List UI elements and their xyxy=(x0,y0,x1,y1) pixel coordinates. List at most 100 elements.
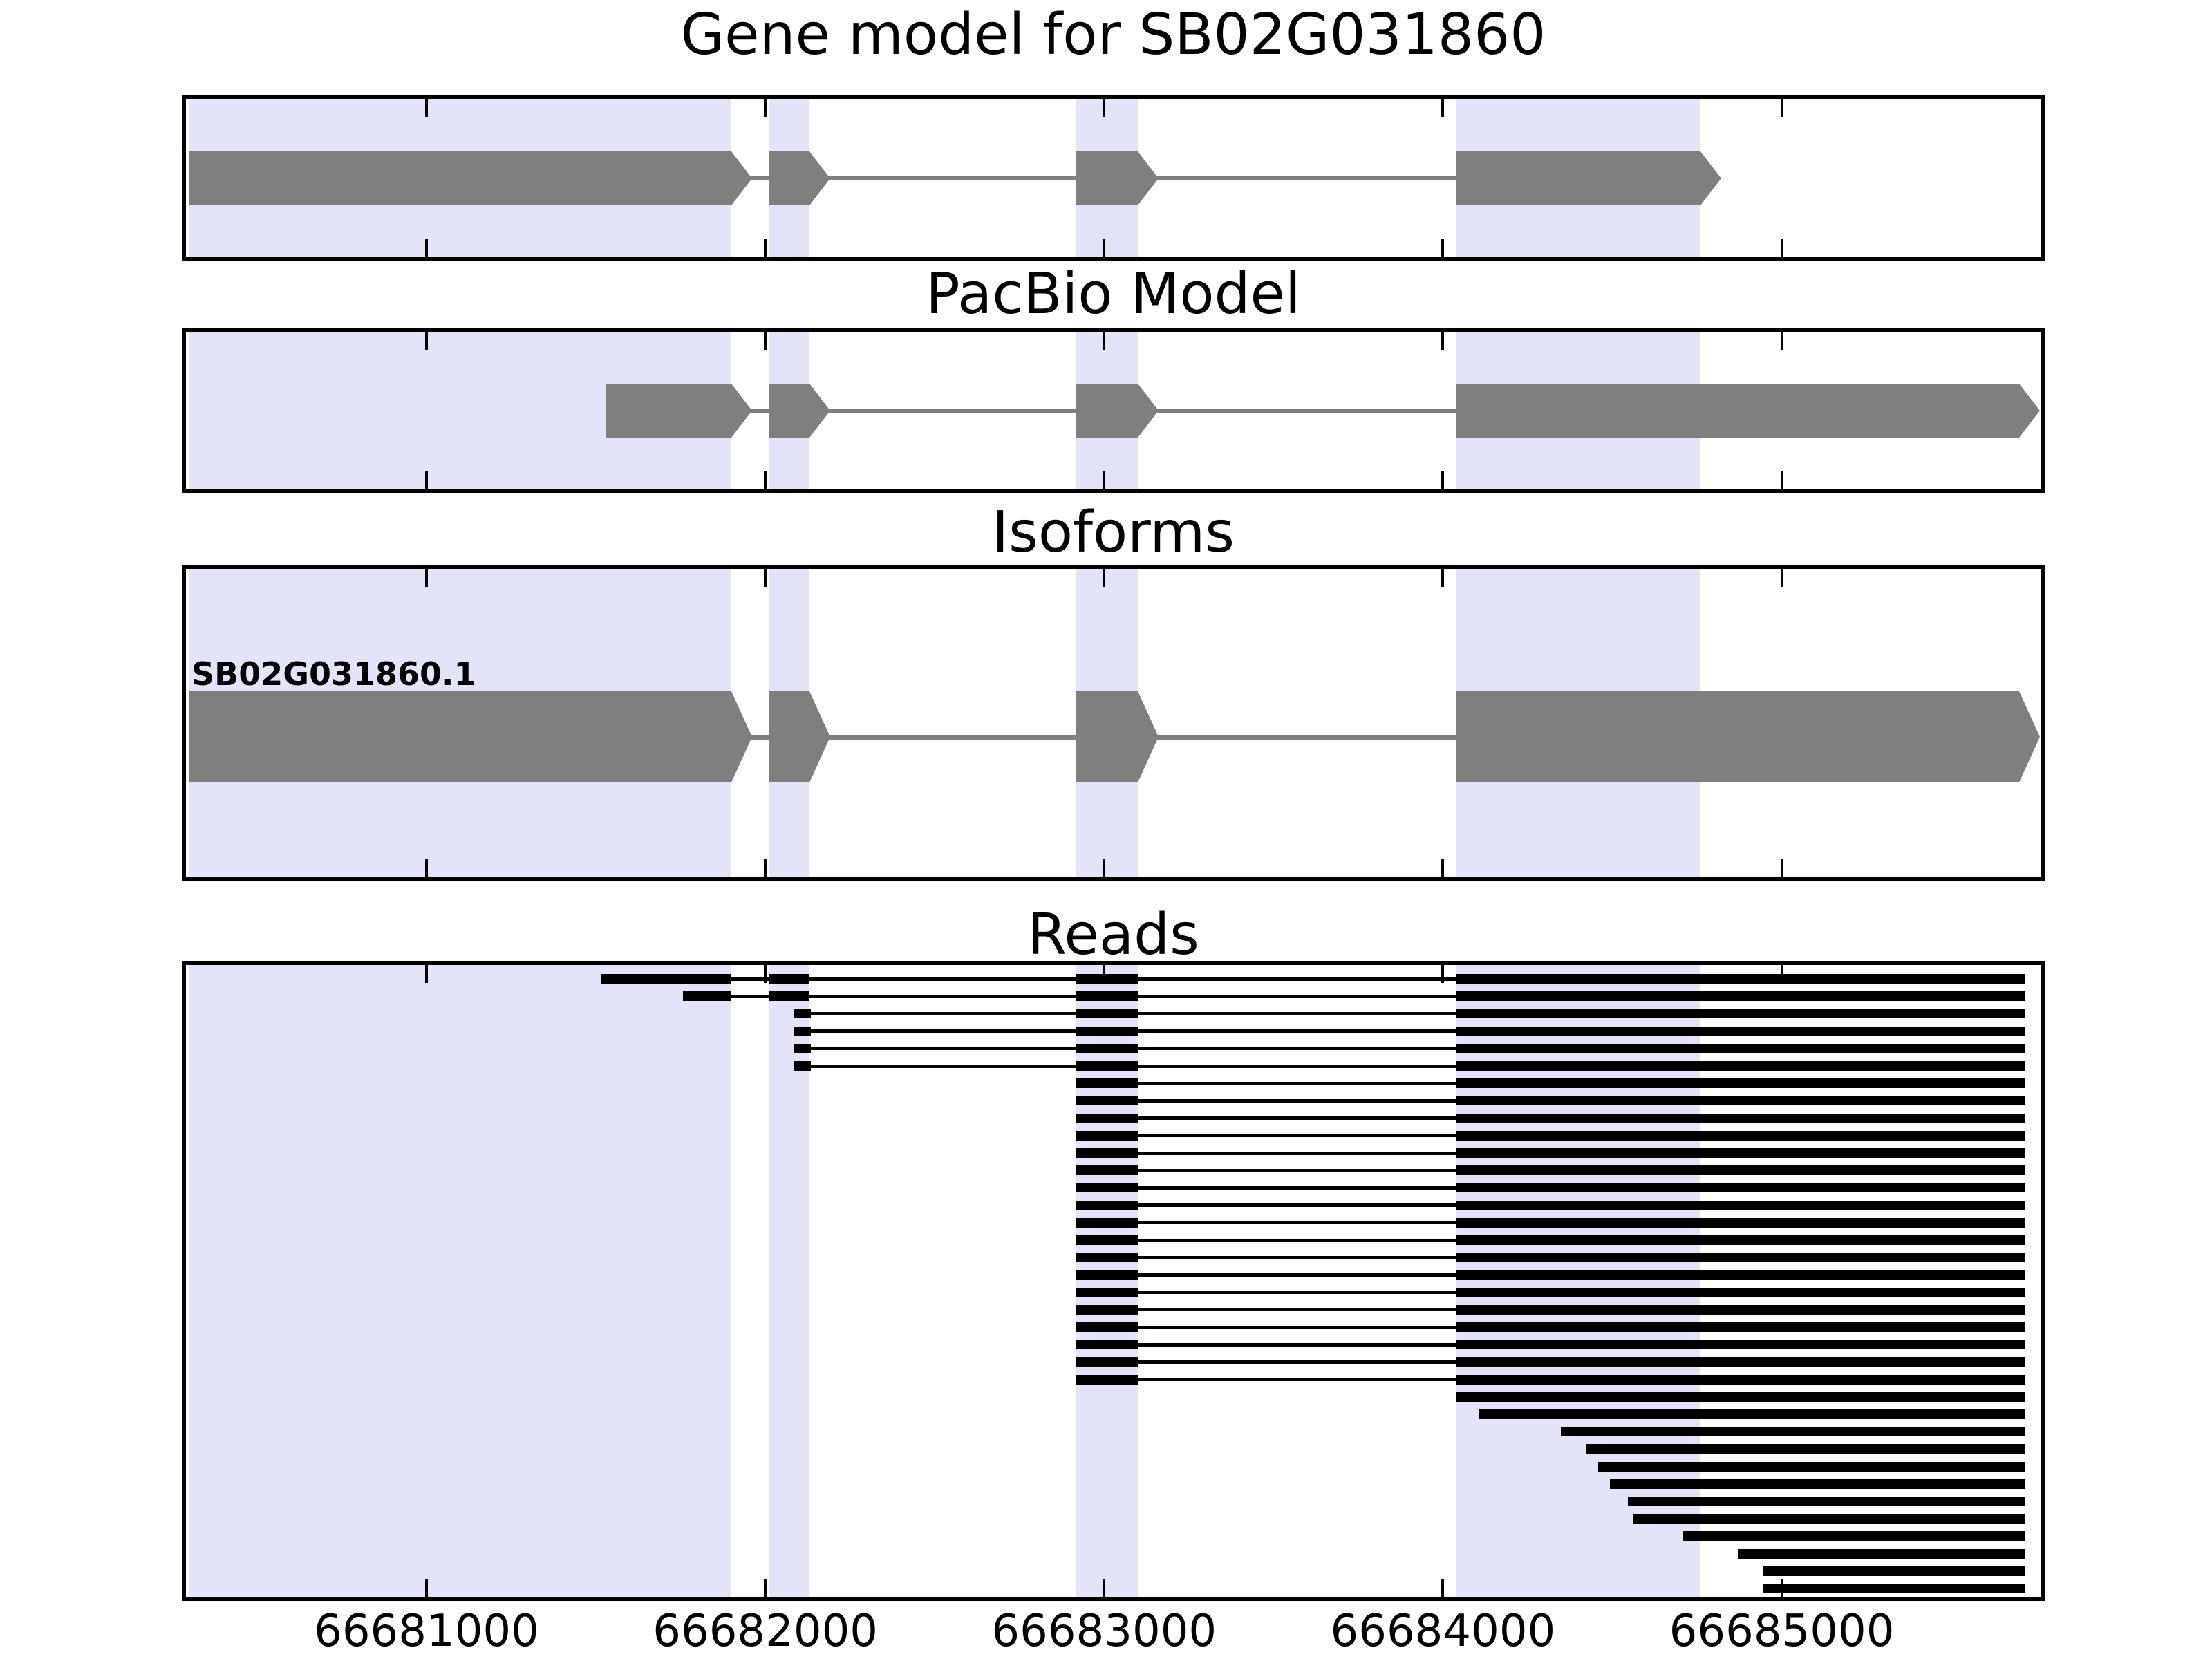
read-exon xyxy=(1076,1340,1138,1350)
read-exon xyxy=(1076,1322,1138,1332)
axis-tick xyxy=(1780,965,1783,983)
read-intron-line xyxy=(1138,1203,1456,1208)
read-intron-line xyxy=(1138,1273,1456,1277)
read-exon xyxy=(1628,1497,2026,1506)
read-exon xyxy=(1076,1304,1138,1315)
read-exon xyxy=(1455,1322,2026,1332)
read-exon xyxy=(1455,1340,2026,1350)
read-exon xyxy=(1455,1026,2026,1036)
x-tick-label: 66682000 xyxy=(653,1606,878,1657)
exon-arrow-tip xyxy=(1138,151,1159,205)
read-intron-line xyxy=(1138,1011,1456,1015)
read-intron-line xyxy=(1138,1098,1456,1103)
axis-tick xyxy=(764,569,767,587)
read-intron-line xyxy=(1138,977,1456,981)
exon-arrow-tip xyxy=(2018,384,2040,438)
read-exon xyxy=(1076,1113,1138,1123)
axis-tick xyxy=(1103,965,1106,983)
read-exon xyxy=(1076,1270,1138,1280)
read-exon xyxy=(769,991,809,1002)
reads-title: Reads xyxy=(1027,902,1199,968)
axis-tick xyxy=(424,965,428,983)
exon-arrow-tip xyxy=(731,691,753,782)
x-tick-label: 66683000 xyxy=(991,1606,1217,1657)
highlight-band xyxy=(1076,965,1138,1597)
exon-shape xyxy=(1076,691,1138,782)
axis-tick xyxy=(764,99,767,117)
axis-tick xyxy=(1780,471,1783,489)
exon-shape xyxy=(769,151,809,205)
axis-tick xyxy=(1103,569,1106,587)
read-intron-line xyxy=(1138,1185,1456,1190)
read-exon xyxy=(1456,1391,2026,1402)
read-intron-line xyxy=(811,1064,1076,1068)
axis-tick xyxy=(1103,99,1106,117)
read-exon xyxy=(1455,974,2026,984)
read-intron-line xyxy=(1138,1360,1456,1364)
read-exon xyxy=(1076,1374,1138,1385)
read-intron-line xyxy=(811,1011,1076,1015)
exon-arrow-tip xyxy=(731,384,753,438)
read-exon xyxy=(682,991,732,1002)
read-exon xyxy=(1455,1270,2026,1280)
panel-gene-model xyxy=(182,95,2045,261)
read-exon xyxy=(1076,1078,1138,1089)
exon-arrow-tip xyxy=(1138,691,1159,782)
read-exon xyxy=(1076,1009,1138,1019)
read-intron-line xyxy=(809,994,1076,998)
axis-tick xyxy=(1441,859,1445,877)
read-exon xyxy=(1076,1217,1138,1228)
read-exon xyxy=(1455,1043,2026,1053)
axis-tick xyxy=(424,99,428,117)
read-exon xyxy=(1455,1009,2026,1019)
read-exon xyxy=(1455,1357,2026,1367)
read-intron-line xyxy=(1138,1342,1456,1347)
read-intron-line xyxy=(1138,1221,1456,1225)
read-exon xyxy=(1076,974,1138,984)
axis-tick xyxy=(424,1579,428,1597)
read-exon xyxy=(1076,1043,1138,1053)
read-intron-line xyxy=(1138,1047,1456,1051)
isoforms-title: Isoforms xyxy=(992,500,1235,565)
exon-shape xyxy=(189,691,732,782)
read-intron-line xyxy=(1138,1168,1456,1172)
read-exon xyxy=(1455,1374,2026,1385)
read-intron-line xyxy=(1138,1151,1456,1155)
panel-isoforms: SB02G031860.1 xyxy=(182,565,2045,881)
read-intron-line xyxy=(809,977,1076,981)
axis-tick xyxy=(1780,569,1783,587)
highlight-band xyxy=(189,965,732,1597)
read-intron-line xyxy=(1138,1308,1456,1312)
axis-tick xyxy=(1780,859,1783,877)
exon-arrow-tip xyxy=(809,151,830,205)
axis-tick xyxy=(1780,332,1783,350)
axis-tick xyxy=(1441,569,1445,587)
read-exon xyxy=(1610,1479,2026,1489)
read-exon xyxy=(1076,1253,1138,1263)
exon-shape xyxy=(1455,691,2019,782)
read-exon xyxy=(1633,1514,2026,1524)
read-intron-line xyxy=(1138,1238,1456,1242)
isoform-label: SB02G031860.1 xyxy=(191,655,476,693)
read-exon xyxy=(1455,1078,2026,1089)
read-exon xyxy=(794,1061,812,1071)
read-intron-line xyxy=(1138,1064,1456,1068)
read-exon xyxy=(1455,1200,2026,1210)
read-exon xyxy=(1455,1235,2026,1245)
read-exon xyxy=(1455,1130,2026,1141)
axis-tick xyxy=(1780,1579,1783,1597)
read-exon xyxy=(1682,1531,2026,1541)
read-intron-line xyxy=(1138,994,1456,998)
read-intron-line xyxy=(811,1029,1076,1033)
axis-tick xyxy=(1780,99,1783,117)
read-exon xyxy=(1076,1200,1138,1210)
axis-tick xyxy=(1441,239,1445,257)
read-exon xyxy=(1076,1235,1138,1245)
read-exon xyxy=(1561,1427,2026,1437)
read-exon xyxy=(1455,1113,2026,1123)
exon-shape xyxy=(1455,151,1700,205)
read-intron-line xyxy=(1138,1029,1456,1033)
exon-shape xyxy=(1455,384,2019,438)
exon-arrow-tip xyxy=(809,691,830,782)
